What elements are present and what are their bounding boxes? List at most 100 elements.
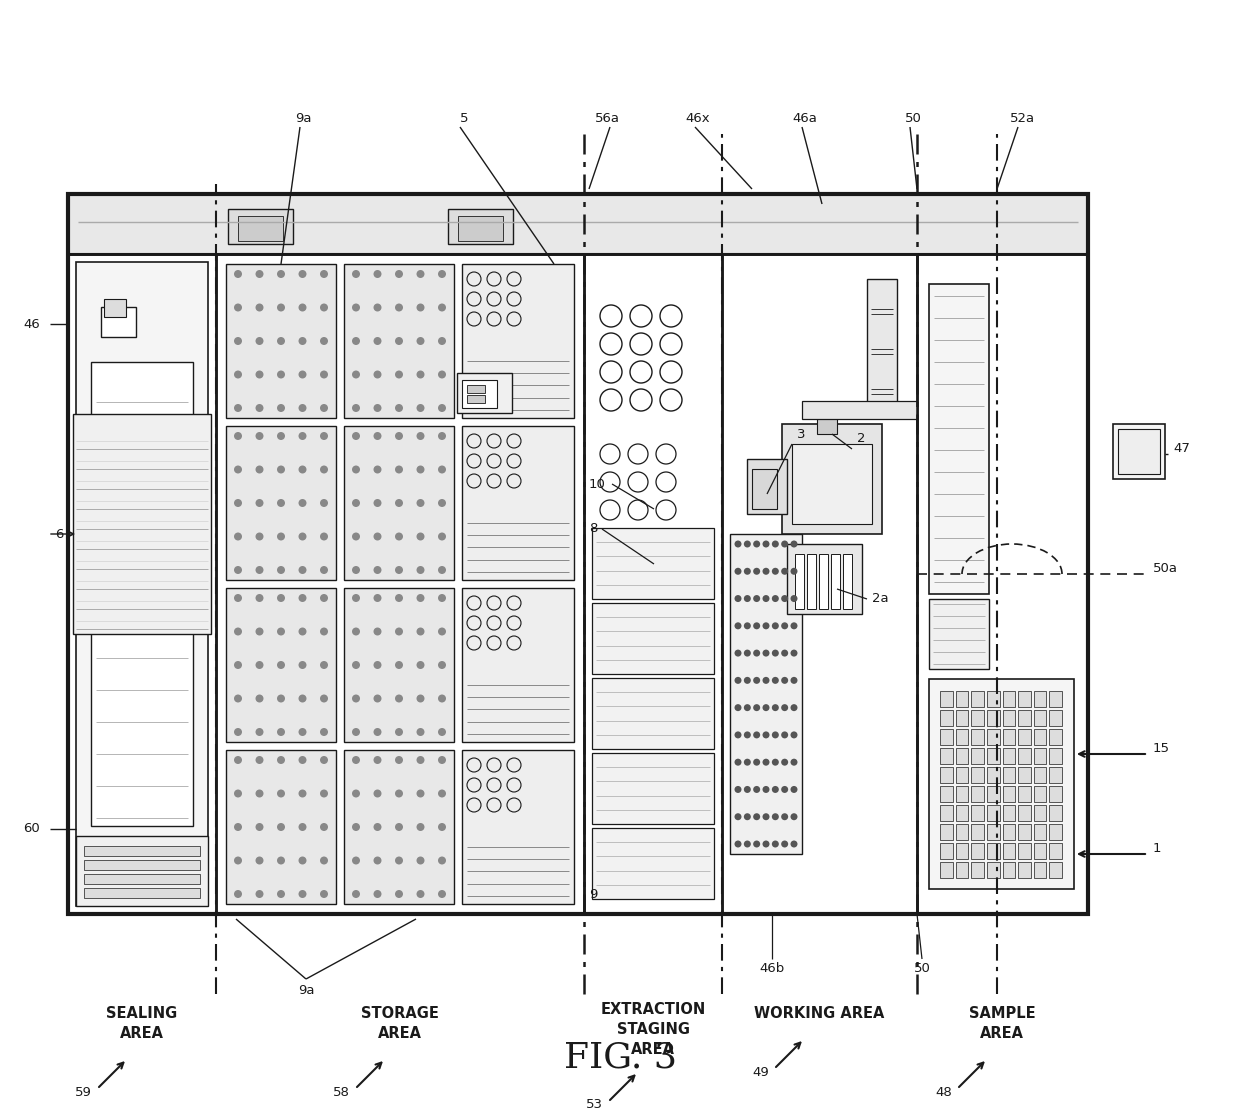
Circle shape — [734, 813, 742, 821]
Circle shape — [417, 431, 424, 440]
Circle shape — [255, 370, 263, 378]
Circle shape — [438, 566, 446, 574]
Circle shape — [417, 790, 424, 797]
Bar — [1002, 729, 1016, 745]
Circle shape — [299, 404, 306, 413]
Circle shape — [299, 856, 306, 864]
Bar — [1002, 862, 1016, 878]
Circle shape — [277, 533, 285, 540]
Circle shape — [753, 677, 760, 684]
Bar — [1049, 709, 1061, 726]
Circle shape — [352, 499, 360, 507]
Bar — [226, 749, 336, 904]
Bar — [1018, 767, 1030, 783]
Circle shape — [753, 568, 760, 575]
Circle shape — [438, 594, 446, 602]
Bar — [463, 264, 574, 418]
Bar — [463, 426, 574, 580]
Circle shape — [373, 790, 382, 797]
Text: 9a: 9a — [295, 112, 311, 126]
Circle shape — [396, 304, 403, 311]
Circle shape — [417, 594, 424, 602]
Bar — [84, 888, 200, 898]
Circle shape — [352, 337, 360, 345]
Circle shape — [352, 890, 360, 898]
Bar — [591, 528, 714, 599]
Circle shape — [234, 856, 242, 864]
Circle shape — [373, 890, 382, 898]
Bar — [76, 262, 208, 906]
Text: 9: 9 — [589, 887, 598, 901]
Bar — [343, 588, 454, 742]
Text: 50: 50 — [905, 112, 921, 126]
Circle shape — [299, 661, 306, 669]
Bar — [987, 729, 999, 745]
Circle shape — [320, 823, 329, 831]
Bar — [343, 264, 454, 418]
Bar — [84, 874, 200, 884]
Circle shape — [234, 756, 242, 764]
Circle shape — [396, 370, 403, 378]
Circle shape — [791, 704, 797, 712]
Circle shape — [277, 661, 285, 669]
Bar — [787, 544, 862, 614]
Circle shape — [299, 695, 306, 703]
Bar — [940, 748, 952, 764]
Circle shape — [396, 890, 403, 898]
Bar — [971, 767, 983, 783]
Text: FIG. 3: FIG. 3 — [563, 1040, 677, 1074]
Text: 46b: 46b — [759, 963, 785, 975]
Circle shape — [753, 540, 760, 547]
Bar — [1034, 729, 1047, 745]
Bar — [73, 414, 211, 634]
Bar — [956, 786, 968, 802]
Circle shape — [417, 823, 424, 831]
Circle shape — [255, 566, 263, 574]
Circle shape — [396, 695, 403, 703]
Circle shape — [763, 786, 770, 793]
Bar — [591, 753, 714, 824]
Circle shape — [373, 566, 382, 574]
Text: AREA: AREA — [980, 1026, 1024, 1042]
Circle shape — [373, 594, 382, 602]
Bar — [1002, 805, 1016, 821]
Bar — [76, 836, 208, 906]
Circle shape — [396, 823, 403, 831]
Circle shape — [417, 370, 424, 378]
Circle shape — [396, 466, 403, 474]
Circle shape — [396, 627, 403, 635]
Circle shape — [396, 431, 403, 440]
Text: 52a: 52a — [1011, 112, 1035, 126]
Bar — [929, 284, 990, 594]
Bar — [987, 862, 999, 878]
Text: 49: 49 — [753, 1065, 769, 1079]
Circle shape — [352, 823, 360, 831]
Circle shape — [791, 758, 797, 766]
Bar — [591, 828, 714, 898]
Circle shape — [352, 404, 360, 413]
Bar — [1034, 805, 1047, 821]
Bar — [956, 862, 968, 878]
Circle shape — [396, 404, 403, 413]
Text: STAGING: STAGING — [616, 1022, 689, 1036]
Text: EXTRACTION: EXTRACTION — [600, 1002, 706, 1016]
Circle shape — [373, 533, 382, 540]
Circle shape — [352, 270, 360, 278]
Circle shape — [417, 404, 424, 413]
Circle shape — [396, 594, 403, 602]
Circle shape — [771, 732, 779, 738]
Bar — [343, 426, 454, 580]
Bar — [956, 691, 968, 707]
Circle shape — [396, 856, 403, 864]
Circle shape — [255, 728, 263, 736]
Circle shape — [438, 304, 446, 311]
Circle shape — [277, 370, 285, 378]
Bar — [1018, 709, 1030, 726]
Circle shape — [734, 704, 742, 712]
Text: AREA: AREA — [378, 1026, 422, 1042]
Circle shape — [744, 568, 751, 575]
Circle shape — [781, 540, 789, 547]
Circle shape — [771, 595, 779, 602]
Circle shape — [255, 756, 263, 764]
Circle shape — [734, 732, 742, 738]
